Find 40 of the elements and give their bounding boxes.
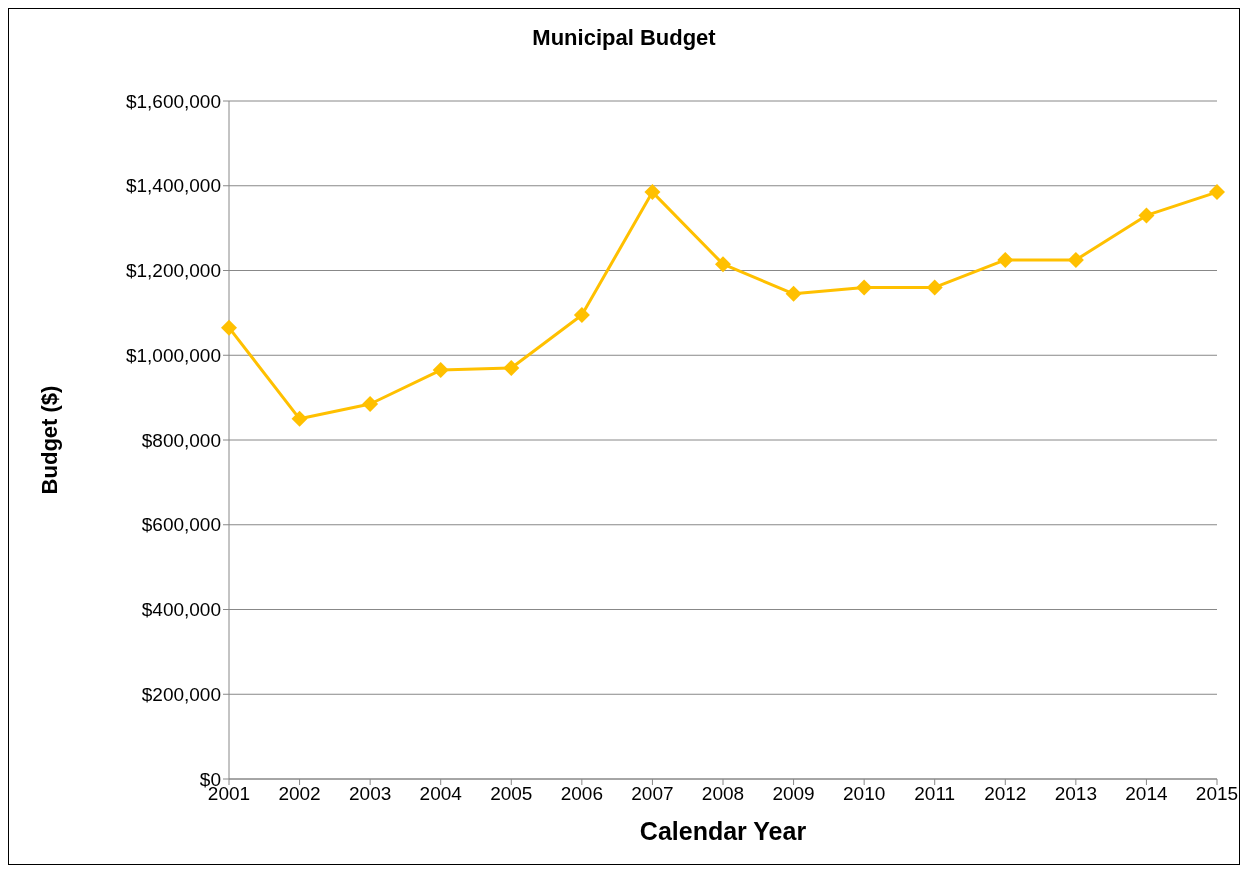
chart-title: Municipal Budget [531, 25, 717, 51]
x-tick-label: 2002 [278, 783, 321, 805]
point [997, 251, 1014, 268]
point [221, 319, 237, 336]
x-tick-label: 2008 [701, 783, 745, 805]
x-tick-label: 2014 [1125, 783, 1168, 805]
x-tick-label: 2011 [914, 783, 956, 805]
y-tick-label: $1,000,000 [125, 344, 221, 366]
point [1067, 251, 1084, 268]
x-tick-label: 2009 [772, 783, 815, 805]
x-tick-label: 2004 [419, 783, 463, 805]
x-tick-label: 2006 [560, 783, 603, 805]
y-axis-title: Budget ($) [36, 385, 62, 495]
x-tick-label: 2007 [631, 783, 674, 805]
point [573, 306, 590, 323]
point [856, 279, 873, 296]
x-tick-label: 2015 [1195, 783, 1239, 805]
point [503, 359, 520, 376]
x-tick-label: 2010 [843, 783, 886, 805]
point [362, 395, 379, 412]
point [1138, 207, 1155, 224]
point [644, 184, 661, 201]
x-axis-title: Calendar Year [639, 817, 807, 845]
x-tick-label: 2003 [349, 783, 392, 805]
x-tick-label: 2012 [984, 783, 1027, 805]
x-tick-label: 2013 [1054, 783, 1097, 805]
point [715, 256, 731, 273]
point [926, 279, 943, 296]
y-tick-label: $200,000 [141, 683, 221, 705]
x-tick-label: 2005 [490, 783, 533, 805]
y-tick-label: $1,200,000 [125, 260, 221, 282]
point [291, 410, 308, 427]
y-tick-label: $400,000 [141, 599, 221, 621]
y-tick-label: $600,000 [141, 514, 221, 536]
point [785, 285, 802, 302]
point [432, 362, 449, 379]
y-tick-label: $1,400,000 [125, 175, 221, 197]
y-tick-label: $800,000 [141, 429, 221, 451]
y-tick-label: $1,600,000 [125, 90, 221, 112]
point [1209, 184, 1225, 201]
